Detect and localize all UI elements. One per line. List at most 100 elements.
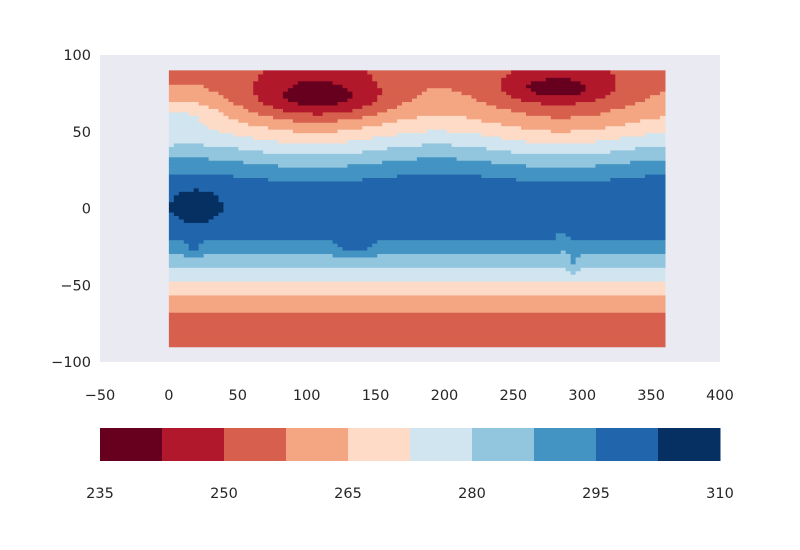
contour-cell-205 [352,108,388,113]
contour-cell-2 [168,336,666,341]
contour-cell-238 [595,97,646,103]
contour-cell-246 [416,94,473,99]
contour-cell-47 [342,246,368,251]
contour-cell-123 [168,153,666,158]
colorbar-swatch [534,428,597,461]
contour-cell-196 [312,111,324,116]
contour-cell-244 [352,94,378,99]
contour-cell-44 [168,246,190,251]
contour-cell-32 [570,256,577,261]
contour-cell-249 [605,94,651,99]
contour-cell-77 [168,208,225,213]
contour-cell-150 [233,132,398,137]
contour-cell-268 [347,87,383,92]
contour-cell-232 [287,97,349,103]
contour-cell-53 [372,243,666,248]
contour-cell-10 [168,308,666,313]
contour-cell-11 [168,305,666,310]
contour-cell-92 [168,187,195,192]
contour-cell-274 [585,87,616,92]
contour-cell-141 [347,139,527,144]
contour-cell-98 [268,177,363,182]
contour-cell-165 [362,125,522,130]
contour-cell-255 [352,91,383,96]
contour-cell-14 [168,294,666,299]
contour-cell-39 [570,253,582,258]
contour-cell-88 [218,194,666,199]
contour-cell-83 [168,198,175,203]
contour-cell-307 [168,70,264,75]
contour-cell-292 [530,80,582,85]
contour-cell-222 [337,101,373,106]
contour-cell-254 [282,91,354,96]
contour-cell-204 [282,108,354,113]
colorbar-swatch [410,428,473,461]
contour-cell-227 [575,101,636,106]
colorbar-tick-label: 310 [706,486,734,502]
contour-cell-99 [362,177,517,182]
contour-cell-269 [382,87,428,92]
contour-cell-93 [193,187,200,192]
contour-cell-49 [168,243,190,248]
contour-cell-18 [168,281,666,286]
contour-cell-103 [233,173,398,179]
x-tick-label: 300 [568,388,596,404]
contour-cell-242 [258,94,284,99]
contour-cell-194 [223,111,259,116]
contour-cell-235 [411,97,478,103]
contour-cell-294 [615,80,666,85]
contour-cell-193 [188,111,225,116]
contour-cell-220 [263,101,299,106]
contour-cell-154 [168,129,220,134]
contour-cell-138 [451,142,666,147]
contour-cell-188 [466,115,552,120]
contour-cell-140 [278,139,349,144]
contour-cell-33 [575,256,666,261]
x-tick-label: 250 [499,388,527,404]
contour-cell-216 [625,104,666,109]
contour-cell-143 [595,139,666,144]
contour-cell-79 [168,205,225,210]
contour-cell-159 [446,129,552,134]
x-tick-label: 150 [362,388,390,404]
contour-cell-223 [372,101,403,106]
contour-cell-7 [168,319,666,324]
contour-cell-200 [600,111,666,116]
contour-cell-113 [595,163,666,168]
contour-cell-173 [625,122,666,127]
contour-cell-248 [511,94,606,99]
x-axis: −50 0 50 100 150 200 250 300 350 400 [85,388,734,404]
colorbar-tick-label: 235 [86,486,114,502]
contour-cell-4 [168,329,666,334]
contour-cell-285 [615,84,666,89]
contour-cell-153 [645,132,666,137]
contour-cell-211 [243,104,274,109]
contour-cell-0 [168,343,666,348]
contour-cell-189 [550,115,572,120]
contour-cell-270 [426,87,453,92]
contour-cell-168 [168,122,205,127]
contour-cell-210 [208,104,244,109]
contour-cell-212 [273,104,363,109]
contour-cell-105 [481,173,646,179]
contour-cell-52 [337,243,373,248]
contour-cell-133 [635,146,666,151]
contour-cell-293 [580,80,616,85]
contour-cell-102 [168,173,234,179]
contour-cell-209 [168,104,210,109]
contour-cell-27 [168,263,666,268]
contour-cell-96 [168,180,666,185]
contour-cell-130 [238,146,388,151]
contour-cell-221 [297,101,339,106]
contour-cell-89 [168,191,180,196]
x-tick-label: −50 [85,388,116,404]
contour-cell-15 [168,291,666,296]
contour-cell-110 [278,163,349,168]
contour-cell-179 [397,118,482,123]
contour-cell-229 [168,97,230,103]
contour-cell-90 [178,191,215,196]
contour-cell-259 [506,91,537,96]
contour-cell-182 [168,115,200,120]
contour-cell-126 [362,149,512,154]
contour-cell-131 [387,146,487,151]
